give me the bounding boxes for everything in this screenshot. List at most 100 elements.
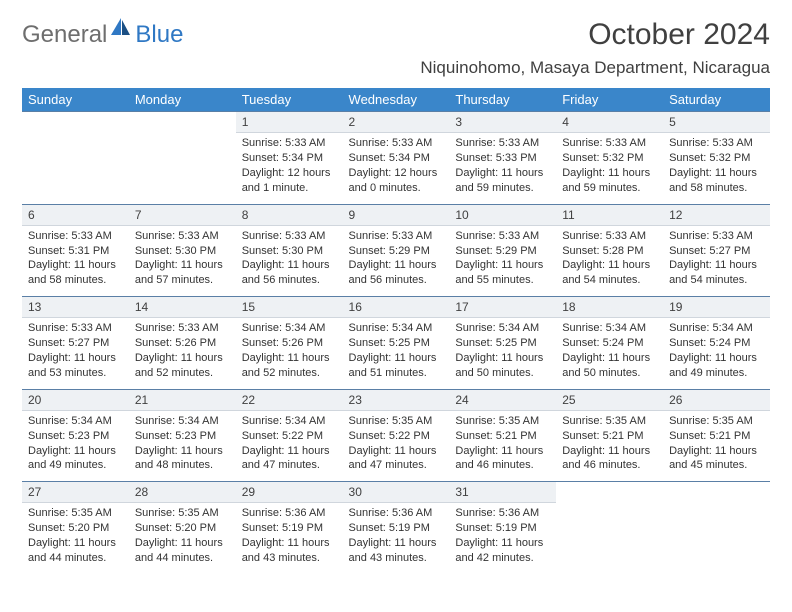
sunset-text: Sunset: 5:30 PM: [135, 244, 230, 259]
sunset-text: Sunset: 5:33 PM: [455, 151, 550, 166]
day-number-row: 6789101112: [22, 204, 770, 225]
day-detail: Sunrise: 5:34 AMSunset: 5:23 PMDaylight:…: [129, 410, 236, 481]
sunset-text: Sunset: 5:27 PM: [28, 336, 123, 351]
brand-part1: General: [22, 21, 107, 49]
daylight-text: Daylight: 11 hours and 48 minutes.: [135, 444, 230, 474]
day-number: 15: [236, 297, 343, 318]
empty-day: [129, 133, 236, 204]
day-number: 7: [129, 204, 236, 225]
daylight-text: Daylight: 11 hours and 49 minutes.: [28, 444, 123, 474]
day-number: 13: [22, 297, 129, 318]
empty-day: [22, 133, 129, 204]
daylight-text: Daylight: 11 hours and 58 minutes.: [28, 258, 123, 288]
sunset-text: Sunset: 5:22 PM: [349, 429, 444, 444]
sunrise-text: Sunrise: 5:33 AM: [669, 229, 764, 244]
daylight-text: Daylight: 11 hours and 59 minutes.: [562, 166, 657, 196]
sunset-text: Sunset: 5:34 PM: [242, 151, 337, 166]
daylight-text: Daylight: 11 hours and 53 minutes.: [28, 351, 123, 381]
daylight-text: Daylight: 11 hours and 51 minutes.: [349, 351, 444, 381]
sunrise-text: Sunrise: 5:33 AM: [669, 136, 764, 151]
day-detail: Sunrise: 5:33 AMSunset: 5:34 PMDaylight:…: [236, 133, 343, 204]
empty-day: [556, 482, 663, 503]
daylight-text: Daylight: 11 hours and 47 minutes.: [242, 444, 337, 474]
daylight-text: Daylight: 11 hours and 55 minutes.: [455, 258, 550, 288]
sunrise-text: Sunrise: 5:33 AM: [28, 229, 123, 244]
day-detail: Sunrise: 5:33 AMSunset: 5:31 PMDaylight:…: [22, 225, 129, 296]
sunrise-text: Sunrise: 5:33 AM: [562, 229, 657, 244]
sunset-text: Sunset: 5:31 PM: [28, 244, 123, 259]
sunrise-text: Sunrise: 5:34 AM: [242, 414, 337, 429]
daylight-text: Daylight: 12 hours and 0 minutes.: [349, 166, 444, 196]
day-detail: Sunrise: 5:35 AMSunset: 5:20 PMDaylight:…: [129, 503, 236, 574]
sunset-text: Sunset: 5:23 PM: [28, 429, 123, 444]
day-detail: Sunrise: 5:34 AMSunset: 5:22 PMDaylight:…: [236, 410, 343, 481]
daylight-text: Daylight: 11 hours and 56 minutes.: [242, 258, 337, 288]
daylight-text: Daylight: 11 hours and 50 minutes.: [562, 351, 657, 381]
sunrise-text: Sunrise: 5:35 AM: [349, 414, 444, 429]
sunrise-text: Sunrise: 5:34 AM: [28, 414, 123, 429]
daylight-text: Daylight: 11 hours and 44 minutes.: [28, 536, 123, 566]
sunrise-text: Sunrise: 5:34 AM: [669, 321, 764, 336]
day-detail: Sunrise: 5:33 AMSunset: 5:27 PMDaylight:…: [663, 225, 770, 296]
sunrise-text: Sunrise: 5:33 AM: [242, 136, 337, 151]
dayname: Monday: [129, 88, 236, 112]
sunset-text: Sunset: 5:22 PM: [242, 429, 337, 444]
day-detail: Sunrise: 5:33 AMSunset: 5:32 PMDaylight:…: [663, 133, 770, 204]
day-number: 11: [556, 204, 663, 225]
day-detail: Sunrise: 5:36 AMSunset: 5:19 PMDaylight:…: [236, 503, 343, 574]
day-number: 19: [663, 297, 770, 318]
day-number: 20: [22, 389, 129, 410]
sunrise-text: Sunrise: 5:36 AM: [242, 506, 337, 521]
dayname: Saturday: [663, 88, 770, 112]
daylight-text: Daylight: 11 hours and 54 minutes.: [669, 258, 764, 288]
day-number: 16: [343, 297, 450, 318]
sunrise-text: Sunrise: 5:36 AM: [349, 506, 444, 521]
sunset-text: Sunset: 5:20 PM: [135, 521, 230, 536]
day-detail: Sunrise: 5:33 AMSunset: 5:34 PMDaylight:…: [343, 133, 450, 204]
sunset-text: Sunset: 5:29 PM: [455, 244, 550, 259]
day-number: 6: [22, 204, 129, 225]
day-detail: Sunrise: 5:34 AMSunset: 5:25 PMDaylight:…: [449, 318, 556, 389]
day-number-row: 20212223242526: [22, 389, 770, 410]
daylight-text: Daylight: 11 hours and 46 minutes.: [562, 444, 657, 474]
day-detail: Sunrise: 5:33 AMSunset: 5:27 PMDaylight:…: [22, 318, 129, 389]
sunrise-text: Sunrise: 5:33 AM: [135, 229, 230, 244]
day-number: 26: [663, 389, 770, 410]
empty-day: [22, 112, 129, 133]
day-detail: Sunrise: 5:35 AMSunset: 5:22 PMDaylight:…: [343, 410, 450, 481]
day-detail: Sunrise: 5:33 AMSunset: 5:29 PMDaylight:…: [343, 225, 450, 296]
day-detail-row: Sunrise: 5:33 AMSunset: 5:31 PMDaylight:…: [22, 225, 770, 296]
day-detail: Sunrise: 5:34 AMSunset: 5:25 PMDaylight:…: [343, 318, 450, 389]
sunrise-text: Sunrise: 5:33 AM: [349, 229, 444, 244]
sunset-text: Sunset: 5:24 PM: [669, 336, 764, 351]
day-number: 21: [129, 389, 236, 410]
dayname: Thursday: [449, 88, 556, 112]
day-detail: Sunrise: 5:36 AMSunset: 5:19 PMDaylight:…: [343, 503, 450, 574]
daylight-text: Daylight: 11 hours and 43 minutes.: [242, 536, 337, 566]
sunset-text: Sunset: 5:21 PM: [562, 429, 657, 444]
day-number: 29: [236, 482, 343, 503]
day-detail: Sunrise: 5:35 AMSunset: 5:20 PMDaylight:…: [22, 503, 129, 574]
day-number: 17: [449, 297, 556, 318]
sunrise-text: Sunrise: 5:34 AM: [135, 414, 230, 429]
title-block: October 2024 Niquinohomo, Masaya Departm…: [420, 18, 770, 78]
day-detail: Sunrise: 5:33 AMSunset: 5:33 PMDaylight:…: [449, 133, 556, 204]
day-number-row: 12345: [22, 112, 770, 133]
day-detail: Sunrise: 5:33 AMSunset: 5:28 PMDaylight:…: [556, 225, 663, 296]
day-number: 30: [343, 482, 450, 503]
day-number: 27: [22, 482, 129, 503]
sunrise-text: Sunrise: 5:34 AM: [455, 321, 550, 336]
sunset-text: Sunset: 5:27 PM: [669, 244, 764, 259]
day-number-row: 13141516171819: [22, 297, 770, 318]
daylight-text: Daylight: 11 hours and 44 minutes.: [135, 536, 230, 566]
sunrise-text: Sunrise: 5:33 AM: [455, 229, 550, 244]
day-number: 18: [556, 297, 663, 318]
day-number: 23: [343, 389, 450, 410]
sunrise-text: Sunrise: 5:34 AM: [562, 321, 657, 336]
sunrise-text: Sunrise: 5:35 AM: [455, 414, 550, 429]
sunset-text: Sunset: 5:23 PM: [135, 429, 230, 444]
sunrise-text: Sunrise: 5:35 AM: [669, 414, 764, 429]
daylight-text: Daylight: 11 hours and 45 minutes.: [669, 444, 764, 474]
daylight-text: Daylight: 11 hours and 56 minutes.: [349, 258, 444, 288]
daylight-text: Daylight: 11 hours and 57 minutes.: [135, 258, 230, 288]
